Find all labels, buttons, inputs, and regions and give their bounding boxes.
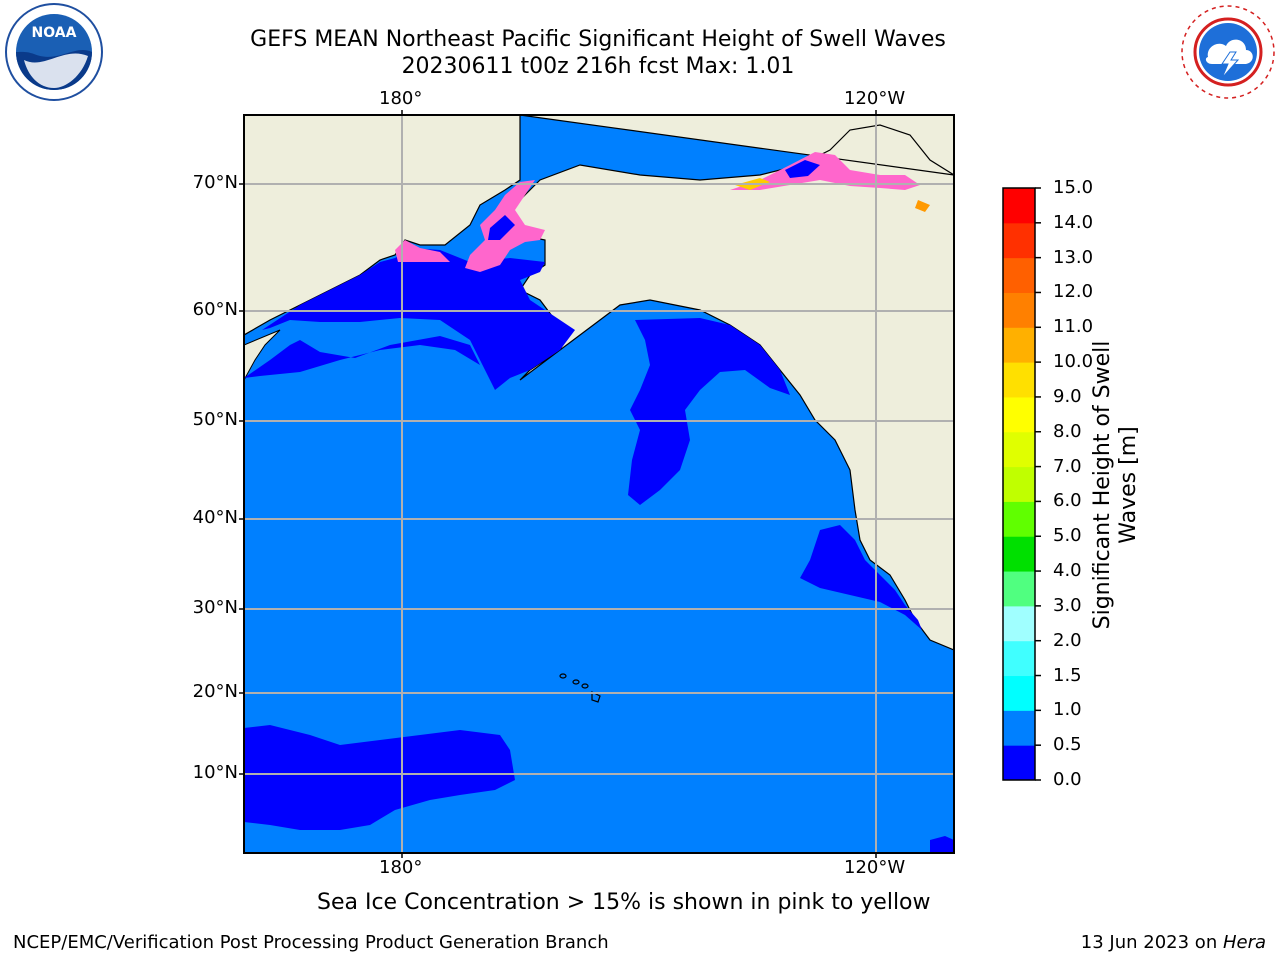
colorbar-segment bbox=[1003, 222, 1035, 259]
swell-low-california bbox=[800, 525, 922, 630]
sea-ice-bering-edge bbox=[395, 240, 450, 262]
colorbar-segment bbox=[1003, 571, 1035, 607]
map-area bbox=[244, 115, 954, 853]
nws-logo bbox=[1181, 5, 1275, 99]
colorbar-tick-label: 14.0 bbox=[1053, 211, 1094, 233]
lat-label-20n: 20°N bbox=[192, 681, 238, 702]
lon-label-bottom-180: 180° bbox=[379, 857, 423, 878]
map-frame bbox=[243, 114, 955, 854]
colorbar-title: Significant Height of Swell Waves [m] bbox=[1090, 341, 1142, 630]
sea-ice-note: Sea Ice Concentration > 15% is shown in … bbox=[317, 890, 931, 915]
swell-low-bering bbox=[262, 248, 575, 390]
colorbar-segment bbox=[1003, 640, 1035, 677]
colorbar-title-line1: Significant Height of Swell bbox=[1090, 340, 1115, 630]
colorbar-segment bbox=[1003, 605, 1035, 642]
footer-date: 13 Jun 2023 on Hera bbox=[1081, 932, 1266, 953]
colorbar-segment bbox=[1003, 710, 1035, 746]
colorbar-tick-label: 13.0 bbox=[1053, 246, 1094, 268]
footer-date-text: 13 Jun 2023 on bbox=[1080, 932, 1223, 953]
lon-label-bottom-120w: 120°W bbox=[844, 857, 906, 878]
lat-label-30n: 30°N bbox=[192, 597, 238, 618]
lat-label-70n: 70°N bbox=[192, 172, 238, 193]
colorbar-tick-label: 12.0 bbox=[1053, 281, 1094, 303]
lat-label-40n: 40°N bbox=[192, 507, 238, 528]
lat-label-10n: 10°N bbox=[192, 762, 238, 783]
lat-label-50n: 50°N bbox=[192, 409, 238, 430]
colorbar-segment bbox=[1003, 362, 1035, 398]
colorbar-tick-label: 5.0 bbox=[1053, 525, 1082, 547]
colorbar-tick-label: 0.0 bbox=[1053, 769, 1082, 790]
colorbar-tick-label: 4.0 bbox=[1053, 560, 1082, 582]
colorbar-title-line2: Waves [m] bbox=[1116, 426, 1141, 544]
noaa-logo: NOAA bbox=[5, 3, 103, 101]
colorbar-segment bbox=[1003, 466, 1035, 502]
colorbar-segment bbox=[1003, 536, 1035, 572]
colorbar-segment bbox=[1003, 292, 1035, 328]
sea-ice-beaufort bbox=[730, 152, 920, 190]
map-title: GEFS MEAN Northeast Pacific Significant … bbox=[250, 27, 946, 52]
colorbar-tick-label: 2.0 bbox=[1053, 629, 1082, 651]
colorbar-tick-label: 1.5 bbox=[1053, 664, 1082, 686]
colorbar-tick-label: 7.0 bbox=[1053, 455, 1082, 477]
land-alaska bbox=[504, 115, 954, 651]
colorbar-tick-label: 0.5 bbox=[1053, 734, 1082, 756]
colorbar-tick-label: 6.0 bbox=[1053, 490, 1082, 512]
colorbar-tick-label: 3.0 bbox=[1053, 594, 1082, 616]
colorbar-tick-label: 1.0 bbox=[1053, 699, 1082, 721]
footer-branch: NCEP/EMC/Verification Post Processing Pr… bbox=[13, 932, 609, 953]
colorbar-tick-label: 9.0 bbox=[1053, 385, 1082, 407]
graticule bbox=[244, 115, 954, 853]
footer-host: Hera bbox=[1222, 932, 1266, 953]
swell-low-tropics bbox=[244, 725, 515, 830]
colorbar-segment bbox=[1003, 188, 1035, 224]
noaa-logo-text: NOAA bbox=[32, 25, 77, 41]
colorbar-tick-label: 11.0 bbox=[1053, 316, 1094, 338]
colorbar bbox=[1003, 187, 1041, 781]
hawaii-islands bbox=[559, 673, 601, 703]
colorbar-segment bbox=[1003, 396, 1035, 433]
map-subtitle-forecast: 20230611 t00z 216h fcst Max: 1.01 bbox=[401, 54, 795, 79]
colorbar-frame bbox=[1002, 187, 1036, 781]
lon-label-top-120w: 120°W bbox=[844, 88, 906, 109]
swell-low-goa bbox=[628, 318, 790, 505]
colorbar-tick-label: 15.0 bbox=[1053, 177, 1094, 198]
colorbar-segment bbox=[1003, 501, 1035, 537]
colorbar-segment bbox=[1003, 257, 1035, 293]
colorbar-tick-label: 10.0 bbox=[1053, 351, 1094, 373]
colorbar-segment bbox=[1003, 675, 1035, 711]
colorbar-segment bbox=[1003, 431, 1035, 468]
colorbar-segment bbox=[1003, 327, 1035, 363]
lon-label-top-180: 180° bbox=[379, 88, 423, 109]
colorbar-tick-label: 8.0 bbox=[1053, 420, 1082, 442]
swell-low-north bbox=[244, 336, 480, 378]
map-ticks bbox=[239, 110, 877, 858]
lat-label-60n: 60°N bbox=[192, 299, 238, 320]
colorbar-segment bbox=[1003, 745, 1035, 781]
